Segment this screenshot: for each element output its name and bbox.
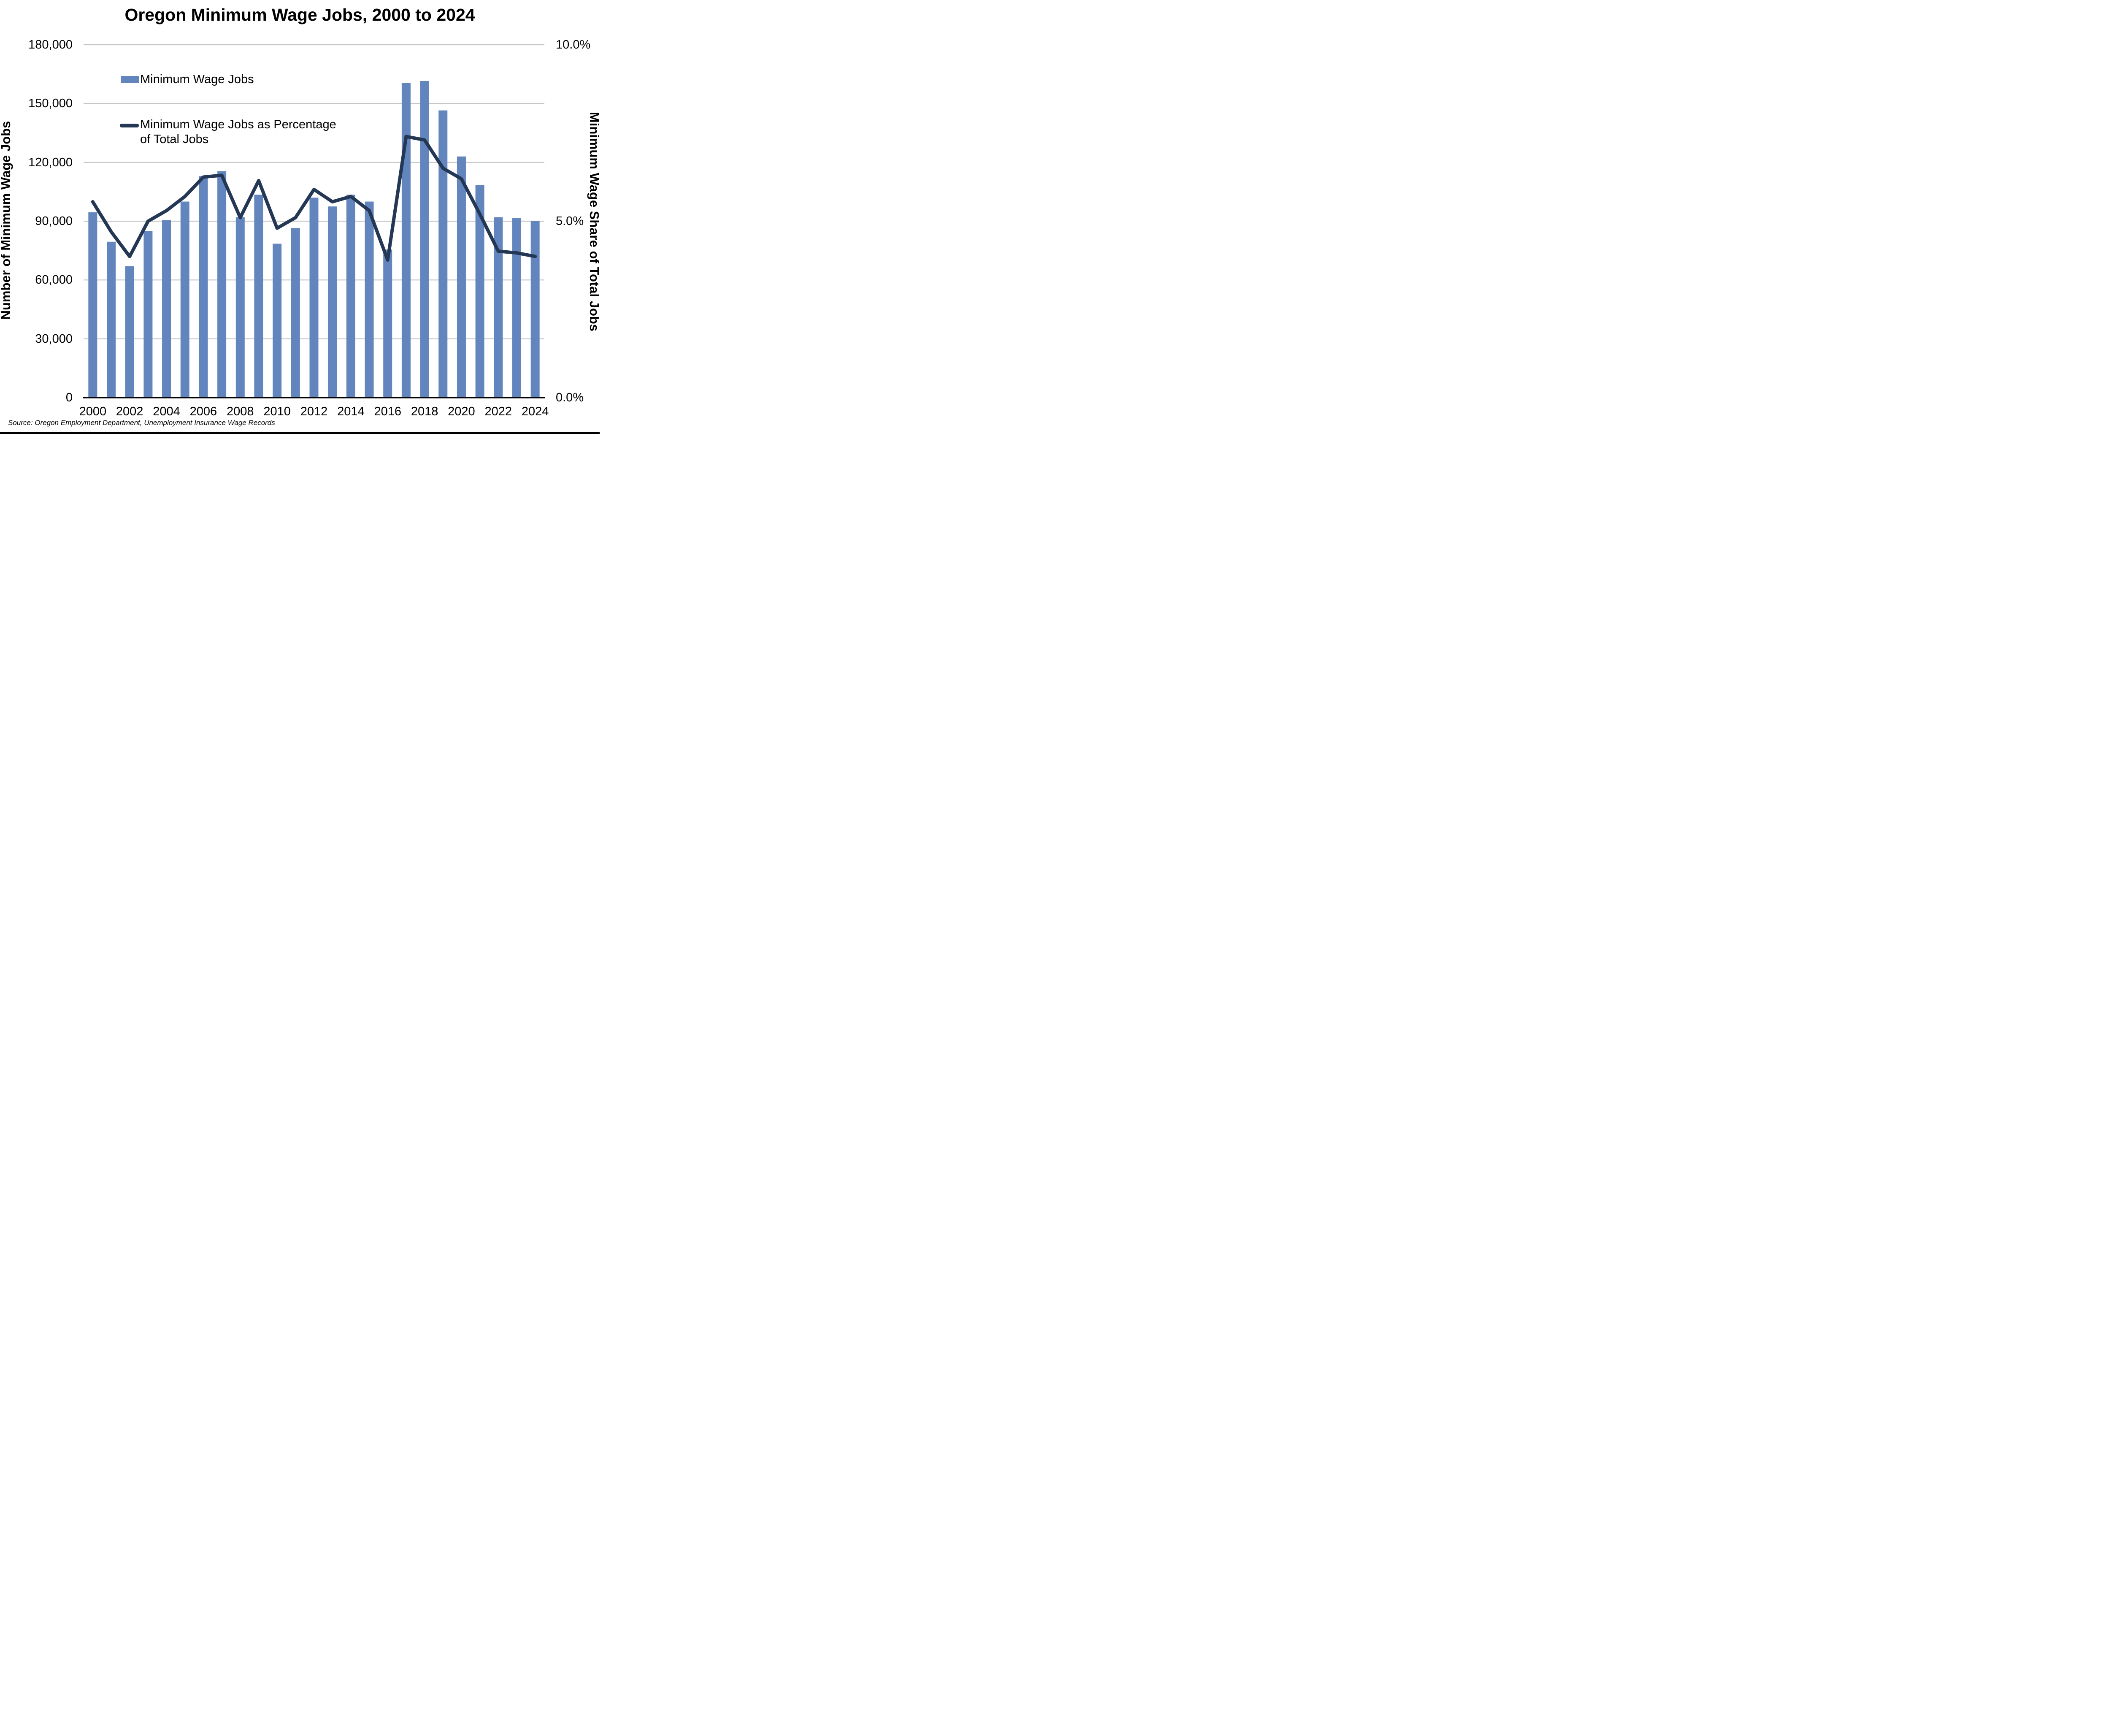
- chart-title: Oregon Minimum Wage Jobs, 2000 to 2024: [124, 5, 475, 24]
- bar-2003: [143, 231, 153, 398]
- percentage-line: [91, 135, 537, 262]
- x-tick-2018: 2018: [411, 405, 438, 418]
- bar-2018: [420, 81, 429, 398]
- bar-2012: [309, 198, 319, 398]
- x-tick-2014: 2014: [337, 405, 365, 418]
- left-tick-0: 0: [65, 391, 73, 404]
- left-axis-title: Number of Minimum Wage Jobs: [0, 121, 13, 320]
- x-tick-2024: 2024: [521, 405, 549, 418]
- legend-item-bars: Minimum Wage Jobs: [121, 72, 254, 87]
- x-tick-2010: 2010: [263, 405, 291, 418]
- bar-2010: [273, 244, 282, 398]
- bar-2009: [254, 195, 263, 398]
- left-tick-60000: 60,000: [35, 273, 73, 287]
- x-tick-2004: 2004: [153, 405, 180, 418]
- x-tick-2008: 2008: [227, 405, 254, 418]
- legend-label-line: Minimum Wage Jobs as Percentage of Total…: [140, 118, 336, 146]
- bar-2021: [475, 185, 484, 398]
- right-tick-5.0%: 5.0%: [556, 214, 584, 228]
- left-tick-180000: 180,000: [28, 38, 73, 51]
- bar-2006: [199, 176, 208, 398]
- bar-2022: [494, 217, 503, 398]
- bar-2000: [88, 212, 97, 398]
- legend-label-bars: Minimum Wage Jobs: [140, 72, 254, 86]
- bar-2007: [217, 171, 227, 398]
- bar-2014: [346, 195, 355, 398]
- x-tick-2002: 2002: [116, 405, 143, 418]
- bar-2005: [180, 201, 189, 398]
- bar-2020: [457, 156, 466, 398]
- bar-2016: [383, 249, 392, 398]
- left-tick-150000: 150,000: [28, 97, 73, 111]
- x-tick-2020: 2020: [448, 405, 475, 418]
- bar-2017: [401, 83, 411, 398]
- bar-2002: [125, 266, 134, 398]
- chart: Oregon Minimum Wage Jobs, 2000 to 2024 1…: [0, 0, 600, 434]
- line-series-swatch-icon: [120, 124, 139, 127]
- x-tick-2000: 2000: [79, 405, 107, 418]
- bar-2015: [365, 201, 374, 398]
- bar-2023: [512, 218, 521, 398]
- left-tick-30000: 30,000: [35, 332, 73, 346]
- bar-2019: [438, 110, 448, 398]
- x-tick-2012: 2012: [300, 405, 328, 418]
- right-axis-title: Minimum Wage Share of Total Jobs: [587, 111, 600, 332]
- right-tick-0.0%: 0.0%: [556, 391, 584, 404]
- x-tick-2006: 2006: [189, 405, 217, 418]
- bar-series-swatch-icon: [121, 76, 139, 83]
- source-note: Source: Oregon Employment Department, Un…: [8, 419, 275, 427]
- right-tick-10.0%: 10.0%: [556, 38, 591, 51]
- x-tick-2022: 2022: [484, 405, 512, 418]
- x-tick-2016: 2016: [374, 405, 401, 418]
- footer-rule: [0, 432, 600, 434]
- bar-2001: [107, 241, 116, 398]
- bar-2011: [291, 228, 300, 398]
- left-tick-120000: 120,000: [28, 155, 73, 169]
- bar-2013: [328, 206, 337, 398]
- bar-2024: [530, 221, 540, 398]
- bar-2008: [235, 217, 245, 398]
- bar-2004: [162, 220, 171, 398]
- left-tick-90000: 90,000: [35, 214, 73, 228]
- plot-area: [83, 44, 545, 398]
